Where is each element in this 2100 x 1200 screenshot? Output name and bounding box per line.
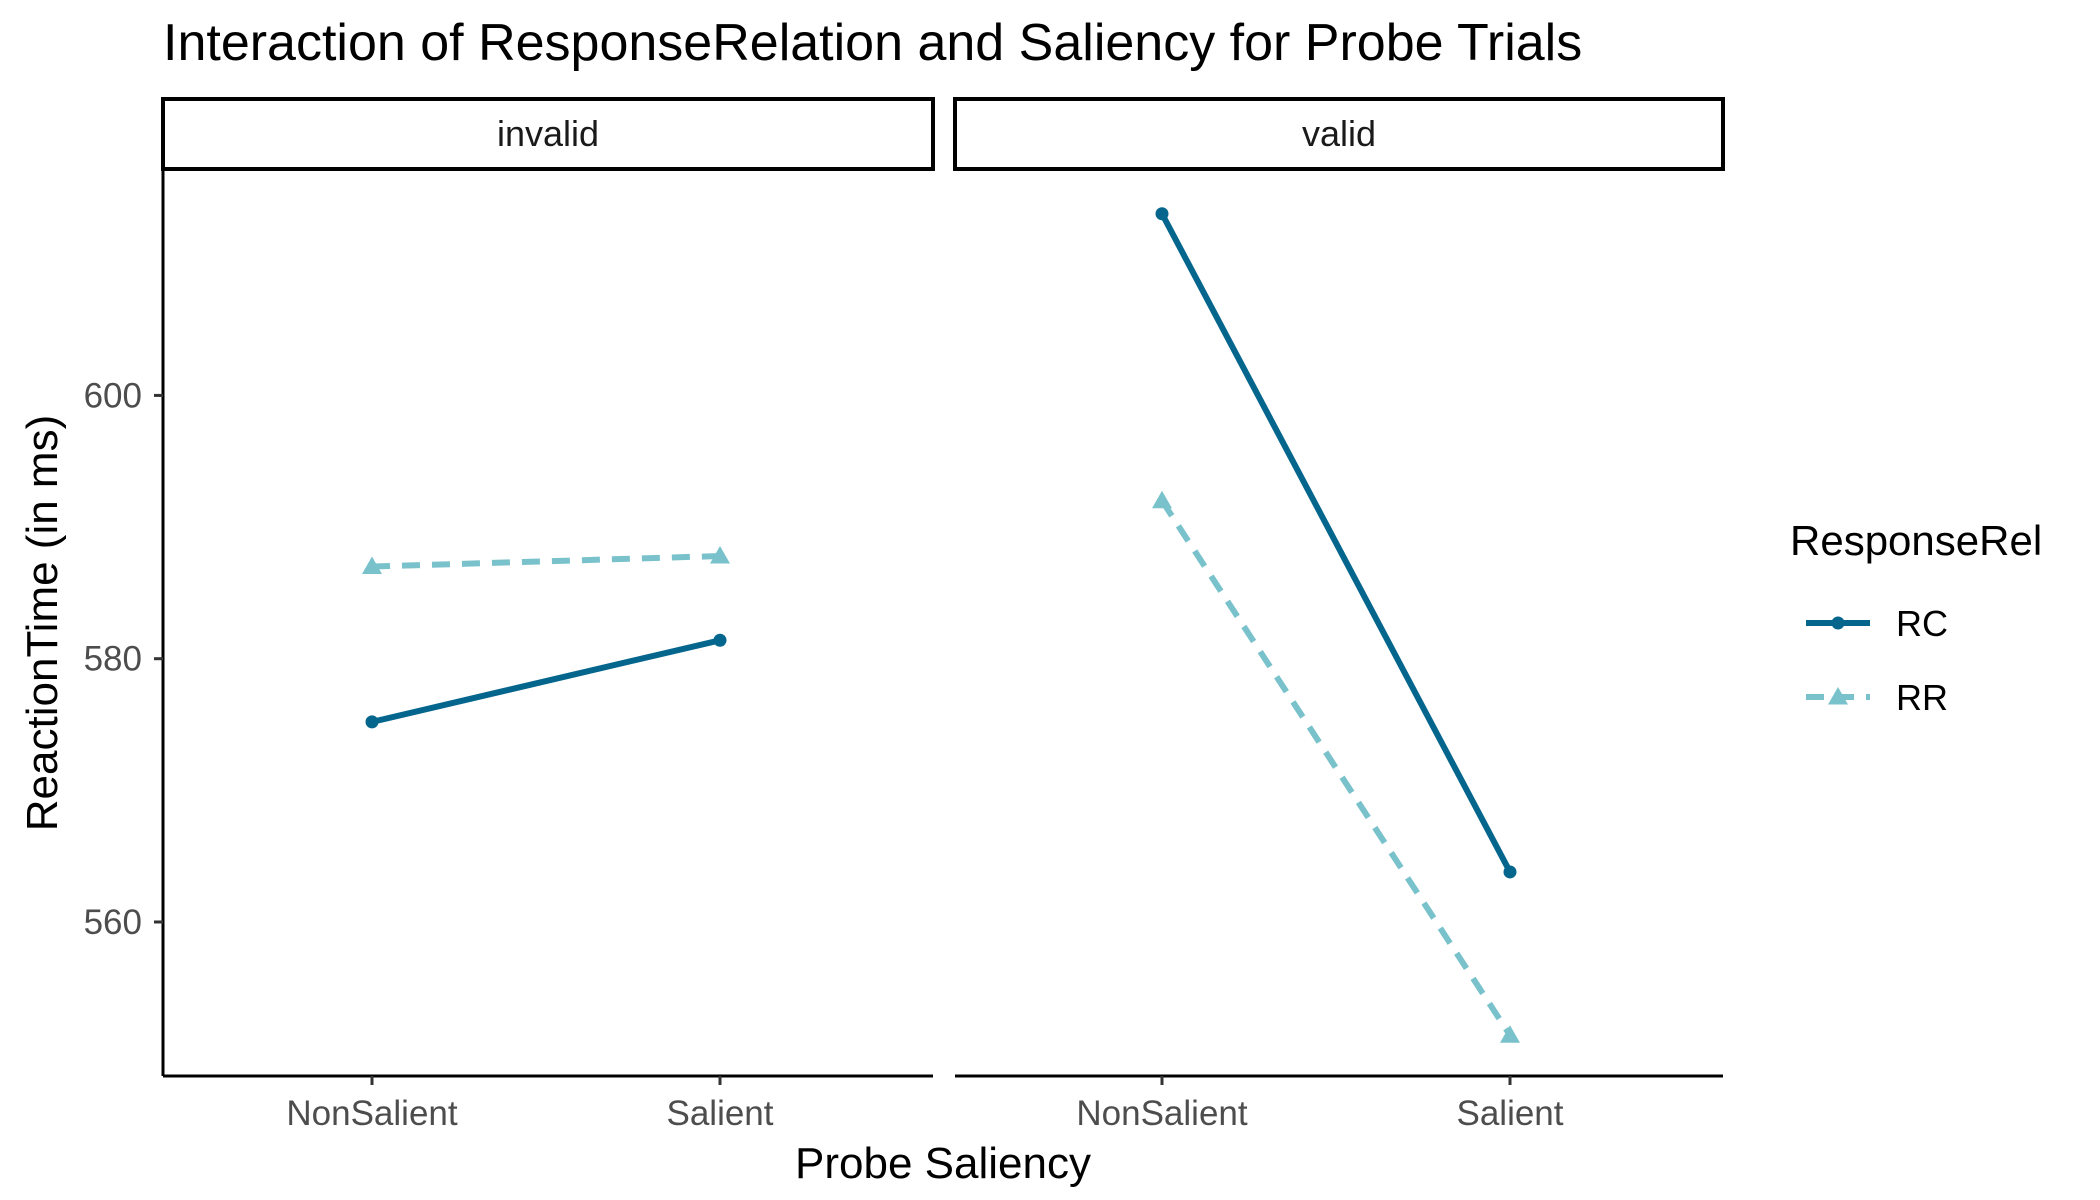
facet-strip-invalid [161,97,935,171]
y-ticks: 560 580 600 [84,376,163,942]
legend-key-marker-RR [1828,687,1848,705]
data-point-invalid-RR-NonSalient [362,556,382,575]
data-point-valid-RR-Salient [1500,1025,1520,1043]
y-axis-title: ReactionTime (in ms) [18,415,67,831]
legend-label-RC: RC [1896,603,1948,644]
chart-title: Interaction of ResponseRelation and Sali… [163,14,1582,72]
facet-strip-label-valid: valid [1302,113,1376,154]
legend: ResponseRel RC RR [1790,517,2042,718]
data-point-invalid-RR-Salient [710,546,730,564]
series-layer [362,207,1520,1043]
y-tick-label-600: 600 [84,376,142,415]
data-point-valid-RC-Salient [1503,865,1517,879]
data-point-invalid-RC-NonSalient [365,715,379,729]
series-line-invalid-RC [371,637,721,725]
facet-strip-label-invalid: invalid [497,113,599,154]
series-line-valid-RR [1159,499,1513,1037]
x-ticks: NonSalient Salient NonSalient Salient [286,1076,1564,1133]
y-tick-label-560: 560 [84,903,142,942]
legend-title: ResponseRel [1790,517,2042,564]
data-point-valid-RC-NonSalient [1155,207,1169,221]
legend-items: RC RR [1806,603,1948,718]
series-line-valid-RC [1159,212,1513,874]
legend-label-RR: RR [1896,677,1948,718]
series-line-invalid-RR [371,553,721,570]
x-tick-label-invalid-NonSalient: NonSalient [286,1094,457,1133]
x-axis-title: Probe Saliency [795,1139,1091,1188]
x-tick-label-valid-Salient: Salient [1456,1094,1563,1133]
x-tick-label-invalid-Salient: Salient [666,1094,773,1133]
facet-strip-valid [953,97,1725,171]
x-tick-label-valid-NonSalient: NonSalient [1076,1094,1247,1133]
data-point-invalid-RC-Salient [713,633,727,647]
y-tick-label-580: 580 [84,640,142,679]
data-point-valid-RR-NonSalient [1152,490,1172,509]
legend-key-marker-RC [1831,616,1845,630]
